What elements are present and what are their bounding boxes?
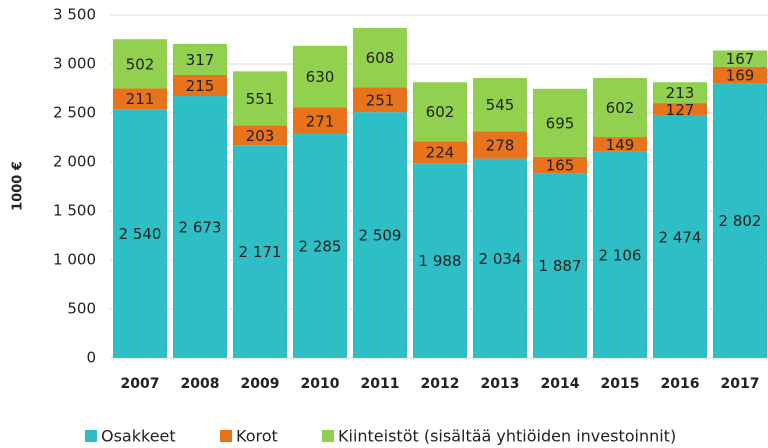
x-tick-label: 2017 <box>721 376 760 392</box>
bar-segment <box>593 137 647 152</box>
bar-segment <box>173 96 227 359</box>
bar-segment <box>233 125 287 146</box>
data-label: 224 <box>426 144 455 162</box>
bar-segment <box>293 134 347 358</box>
bar-segment <box>293 45 347 108</box>
bar-segment <box>593 78 647 138</box>
data-label: 203 <box>246 127 275 145</box>
data-label: 2 034 <box>479 250 522 268</box>
data-label: 2 474 <box>659 228 702 246</box>
bar-segment <box>353 87 407 113</box>
legend-swatch <box>85 430 97 442</box>
data-label: 2 540 <box>119 225 162 243</box>
bar-segment <box>173 74 227 97</box>
data-label: 215 <box>186 77 215 95</box>
y-tick-label: 500 <box>67 300 96 318</box>
data-label: 2 802 <box>719 212 762 230</box>
y-axis-label: 1000 € <box>11 161 26 211</box>
bar-segment <box>713 83 767 359</box>
bar-segment <box>353 27 407 88</box>
bar-segment <box>533 88 587 157</box>
data-label: 551 <box>246 90 275 108</box>
bar-segment <box>593 151 647 358</box>
data-label: 167 <box>726 50 755 68</box>
data-label: 165 <box>546 156 575 174</box>
bar-segment <box>413 141 467 164</box>
data-label: 2 106 <box>599 246 642 264</box>
legend-swatch <box>220 430 232 442</box>
bar-segment <box>653 103 707 116</box>
y-tick-label: 2 500 <box>53 104 96 122</box>
bar-segment <box>413 82 467 142</box>
x-tick-label: 2016 <box>661 376 700 392</box>
y-tick-label: 1 500 <box>53 202 96 220</box>
data-label: 608 <box>366 49 395 67</box>
data-label: 695 <box>546 114 575 132</box>
data-label: 1 887 <box>539 257 582 275</box>
bar-segment <box>233 71 287 126</box>
x-tick-label: 2007 <box>121 376 160 392</box>
data-label: 2 509 <box>359 227 402 245</box>
data-label: 630 <box>306 68 335 86</box>
x-tick-label: 2012 <box>421 376 460 392</box>
bar-segment <box>653 115 707 358</box>
bar-segment <box>473 78 527 132</box>
x-tick-label: 2015 <box>601 376 640 392</box>
bar-segment <box>713 66 767 84</box>
data-label: 251 <box>366 91 395 109</box>
data-label: 2 673 <box>179 219 222 237</box>
bar-segment <box>473 158 527 358</box>
data-label: 545 <box>486 96 515 114</box>
data-label: 602 <box>426 103 455 121</box>
data-label: 2 171 <box>239 243 282 261</box>
data-label: 213 <box>666 84 695 102</box>
data-label: 317 <box>186 51 215 69</box>
legend-label: Korot <box>236 427 278 446</box>
x-tick-label: 2014 <box>541 376 580 392</box>
x-tick-label: 2010 <box>301 376 340 392</box>
data-label: 1 988 <box>419 252 462 270</box>
data-label: 149 <box>606 136 635 154</box>
x-tick-label: 2009 <box>241 376 280 392</box>
bar-segment <box>533 173 587 358</box>
bar-segment <box>113 88 167 110</box>
legend-label: Kiinteistöt (sisältää yhtiöiden investoi… <box>338 427 676 446</box>
bar-segment <box>713 50 767 67</box>
y-tick-label: 0 <box>86 349 96 367</box>
legend-label: Osakkeet <box>101 427 176 446</box>
bar-segment <box>353 112 407 358</box>
bar-segment <box>473 131 527 159</box>
legend-swatch <box>322 430 334 442</box>
y-tick-label: 3 000 <box>53 55 96 73</box>
data-label: 278 <box>486 137 515 155</box>
data-label: 502 <box>126 55 155 73</box>
bar-segment <box>413 163 467 358</box>
bar-segment <box>293 107 347 135</box>
y-tick-label: 1 000 <box>53 251 96 269</box>
bar-segment <box>653 82 707 104</box>
data-label: 169 <box>726 67 755 85</box>
data-label: 602 <box>606 99 635 117</box>
data-label: 211 <box>126 90 155 108</box>
x-tick-label: 2008 <box>181 376 220 392</box>
bar-segment <box>113 109 167 358</box>
x-tick-label: 2011 <box>361 376 400 392</box>
bar-segment <box>173 43 227 75</box>
data-label: 127 <box>666 101 695 119</box>
y-tick-label: 3 500 <box>53 6 96 24</box>
x-tick-label: 2013 <box>481 376 520 392</box>
bar-segment <box>233 145 287 358</box>
data-label: 2 285 <box>299 238 342 256</box>
y-tick-label: 2 000 <box>53 153 96 171</box>
data-label: 271 <box>306 112 335 130</box>
bar-segment <box>113 39 167 89</box>
bar-segment <box>533 156 587 174</box>
